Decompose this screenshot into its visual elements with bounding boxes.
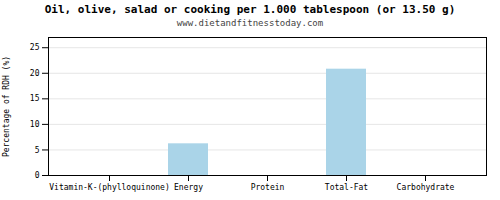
svg-text:Total-Fat: Total-Fat xyxy=(325,183,369,192)
svg-text:Carbohydrate: Carbohydrate xyxy=(397,183,455,192)
svg-text:5: 5 xyxy=(35,146,40,155)
svg-text:0: 0 xyxy=(35,171,40,180)
svg-text:Protein: Protein xyxy=(251,183,285,192)
svg-text:10: 10 xyxy=(30,120,40,129)
svg-text:Energy: Energy xyxy=(174,183,203,192)
svg-text:15: 15 xyxy=(30,94,40,103)
svg-text:Vitamin-K-(phylloquinone): Vitamin-K-(phylloquinone) xyxy=(49,183,169,192)
svg-text:Percentage of RDH (%): Percentage of RDH (%) xyxy=(2,56,11,157)
html-text:Oil, olive, salad or cooking p: Oil, olive, salad or cooking per 1.000 t… xyxy=(44,3,456,16)
svg-text:20: 20 xyxy=(30,69,40,78)
html-text:www.dietandfitnesstoday.com: www.dietandfitnesstoday.com xyxy=(176,18,324,28)
svg-text:25: 25 xyxy=(30,43,40,52)
